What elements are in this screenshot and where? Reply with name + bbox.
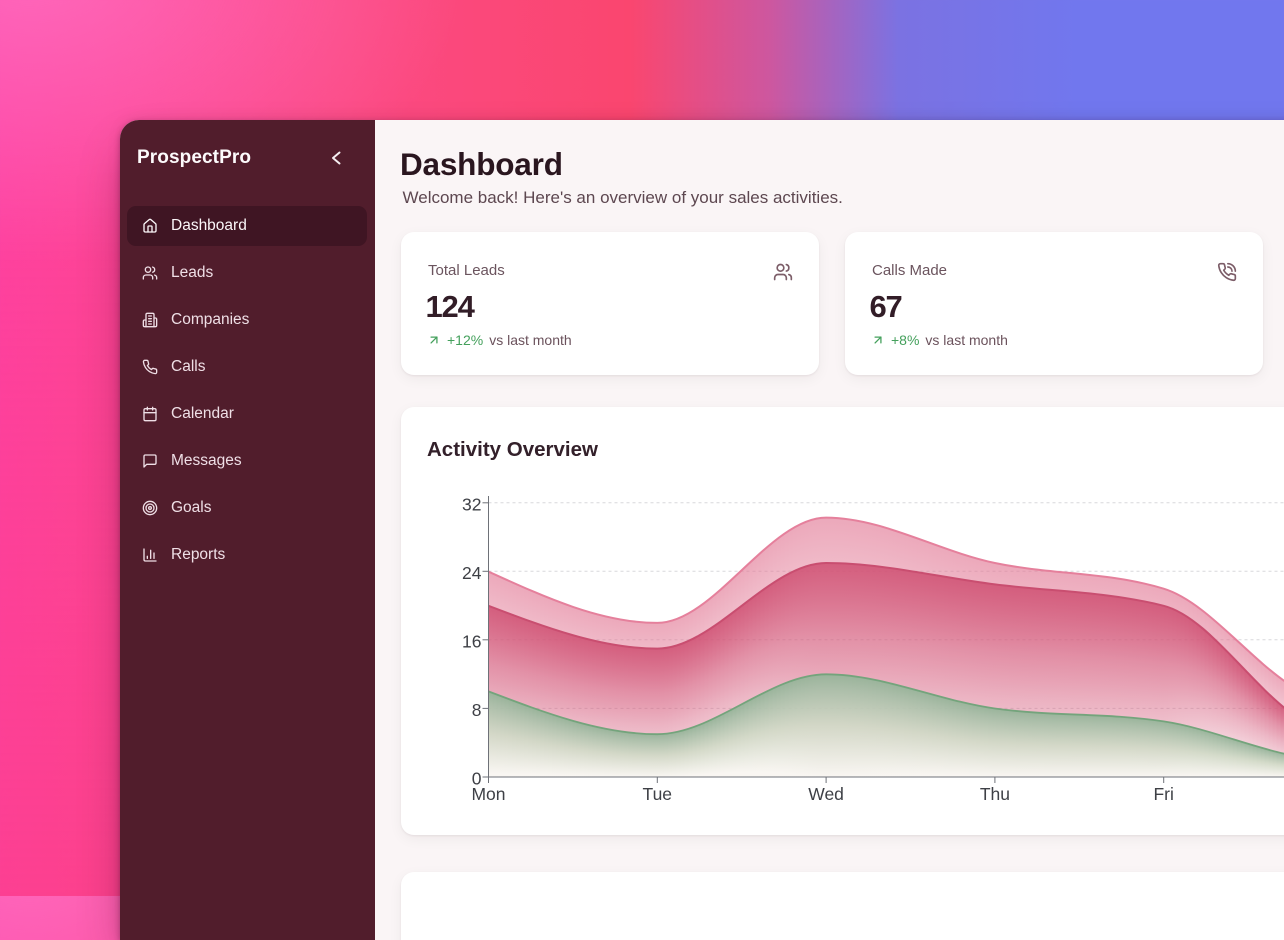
svg-text:24: 24 [462, 563, 482, 583]
svg-text:Fri: Fri [1153, 784, 1173, 804]
svg-text:Wed: Wed [808, 784, 844, 804]
svg-text:0: 0 [472, 769, 482, 789]
svg-text:32: 32 [462, 494, 481, 514]
svg-text:Tue: Tue [643, 784, 673, 804]
svg-text:Thu: Thu [980, 784, 1010, 804]
svg-text:8: 8 [472, 700, 482, 720]
svg-text:Mon: Mon [471, 784, 505, 804]
svg-text:16: 16 [462, 631, 481, 651]
